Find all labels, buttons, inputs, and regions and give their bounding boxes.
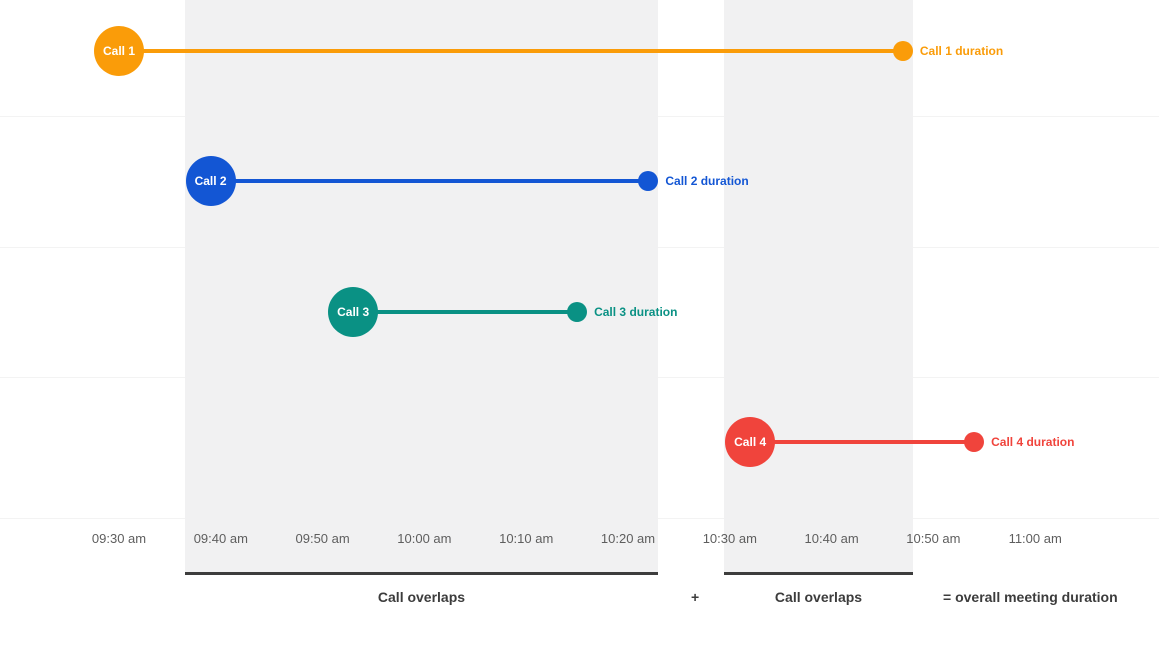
call-end-circle: [567, 302, 588, 322]
call-overlap-region: [184, 0, 659, 572]
call-start-circle: Call 4: [725, 417, 776, 467]
call-end-circle: [964, 432, 985, 452]
call-start-circle: Call 1: [94, 26, 144, 76]
x-axis-tick-label: 09:40 am: [193, 531, 248, 546]
call-start-circle: Call 2: [185, 156, 236, 206]
call-overlaps-label: Call overlaps: [774, 589, 863, 605]
call-duration-line: [210, 179, 649, 183]
call-duration-label: Call 2 duration: [665, 174, 749, 188]
x-axis-tick-label: 11:00 am: [1008, 531, 1062, 546]
overlap-underline-bar: [724, 572, 913, 575]
call-overlap-region: [724, 0, 913, 572]
call-end-circle: [892, 41, 913, 61]
call-duration-line: [750, 440, 975, 444]
x-axis-tick-label: 10:00 am: [397, 531, 452, 546]
call-duration-label: Call 1 duration: [919, 44, 1004, 58]
overall-meeting-duration-label: = overall meeting duration: [943, 589, 1118, 605]
call-duration-line: [119, 49, 903, 53]
call-overlaps-label: Call overlaps: [377, 589, 466, 605]
call-duration-line: [353, 310, 578, 314]
x-axis-tick-label: 09:30 am: [91, 531, 147, 546]
overlap-underline-bar: [184, 572, 659, 575]
call-duration-label: Call 3 duration: [594, 305, 678, 319]
x-axis-tick-label: 10:20 am: [600, 531, 656, 546]
call-start-circle: Call 3: [328, 287, 379, 337]
x-axis-tick-label: 09:50 am: [295, 531, 350, 546]
x-axis-tick-label: 10:10 am: [499, 531, 554, 546]
x-axis-tick-label: 10:30 am: [702, 531, 757, 546]
x-axis-tick-label: 10:50 am: [906, 531, 961, 546]
call-end-circle: [638, 171, 659, 191]
plus-sign: +: [691, 589, 700, 605]
call-duration-label: Call 4 duration: [991, 435, 1075, 449]
x-axis-tick-label: 10:40 am: [804, 531, 859, 546]
